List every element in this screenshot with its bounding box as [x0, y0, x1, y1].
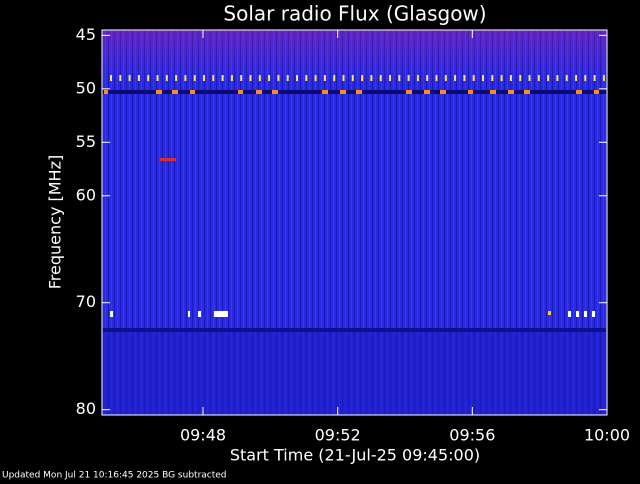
x-tick-label: 09:56 [449, 426, 495, 445]
x-axis-label: Start Time (21-Jul-25 09:45:00) [230, 446, 480, 465]
burst-mark [258, 75, 261, 81]
burst-mark [342, 75, 345, 81]
burst-mark [370, 75, 373, 81]
burst-mark [398, 75, 401, 81]
burst-mark [156, 75, 159, 81]
burst-mark [444, 75, 447, 81]
burst-mark [491, 75, 494, 81]
y-tick-label: 80 [76, 399, 96, 418]
burst-mark [584, 75, 587, 81]
burst-mark [240, 75, 243, 81]
burst-mark [602, 75, 605, 81]
x-tick-label: 09:48 [180, 426, 226, 445]
burst-mark [286, 75, 289, 81]
burst-mark [537, 75, 540, 81]
burst-mark [119, 75, 122, 81]
burst-mark [547, 75, 550, 81]
burst-mark [221, 75, 224, 81]
burst-mark [137, 75, 140, 81]
burst-mark [509, 75, 512, 81]
burst-mark [249, 75, 252, 81]
y-tick-label: 50 [76, 78, 96, 97]
burst-mark [482, 75, 484, 81]
burst-mark [212, 75, 215, 81]
y-tick-label: 60 [76, 185, 96, 204]
burst-mark [528, 75, 531, 81]
burst-mark [314, 75, 317, 81]
y-tick-label: 45 [76, 25, 96, 44]
burst-mark [389, 75, 391, 81]
burst-mark [323, 75, 326, 81]
burst-mark [454, 75, 457, 81]
burst-mark [333, 75, 336, 81]
burst-mark [426, 75, 429, 81]
burst-mark [519, 75, 522, 81]
y-tick-label: 55 [76, 132, 96, 151]
burst-mark [435, 75, 438, 81]
burst-mark [575, 75, 577, 81]
burst-mark [379, 75, 382, 81]
x-tick-label: 09:52 [315, 426, 361, 445]
burst-mark [128, 75, 131, 81]
x-tick-label: 10:00 [584, 426, 630, 445]
burst-mark [296, 75, 298, 81]
burst-mark [351, 75, 354, 81]
burst-mark [361, 75, 364, 81]
plot-frame [101, 29, 608, 416]
burst-mark [416, 75, 419, 81]
burst-mark [203, 75, 205, 81]
burst-mark [500, 75, 503, 81]
burst-mark [305, 75, 308, 81]
chart-title: Solar radio Flux (Glasgow) [223, 2, 486, 26]
burst-mark [556, 75, 559, 81]
burst-mark [463, 75, 466, 81]
burst-mark [565, 75, 568, 81]
burst-mark [184, 75, 187, 81]
burst-mark [230, 75, 233, 81]
y-tick-label: 70 [76, 292, 96, 311]
y-axis-label: Frequency [MHz] [46, 155, 65, 289]
burst-mark [472, 75, 475, 81]
footer-note: Updated Mon Jul 21 10:16:45 2025 BG subt… [2, 471, 227, 481]
burst-mark [165, 75, 168, 81]
burst-mark [268, 75, 271, 81]
burst-mark [193, 75, 196, 81]
burst-mark [147, 75, 150, 81]
burst-mark [593, 75, 596, 81]
burst-mark [110, 75, 112, 81]
burst-mark [175, 75, 178, 81]
spectrogram-image [102, 30, 607, 415]
burst-mark [277, 75, 280, 81]
burst-mark [407, 75, 410, 81]
